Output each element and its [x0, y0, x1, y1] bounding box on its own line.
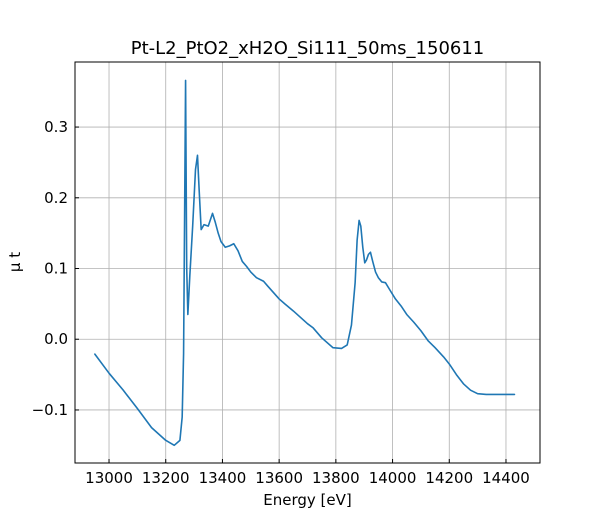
- y-tick-label: 0.3: [44, 118, 68, 136]
- axes-frame: [74, 61, 541, 464]
- x-axis-label: Energy [eV]: [263, 491, 351, 509]
- ticks: 13000 13200 13400 13600 13800 14000 14200 14400…: [32, 118, 530, 487]
- y-tick-label: 0.1: [44, 260, 68, 278]
- x-tick-label: 14200: [425, 469, 473, 487]
- y-tick-label: −0.1: [32, 401, 68, 419]
- grid: [75, 62, 540, 463]
- y-axis-label: μ t: [6, 252, 24, 272]
- x-tick-label: 14000: [369, 469, 417, 487]
- x-tick-label: 13400: [199, 469, 247, 487]
- y-tick-label: 0.0: [44, 330, 68, 348]
- y-tick-label: 0.2: [44, 189, 68, 207]
- x-tick-label: 13200: [142, 469, 190, 487]
- chart-title: Pt-L2_PtO2_xH2O_Si111_50ms_150611: [131, 38, 485, 59]
- series-line: [94, 79, 516, 447]
- x-tick-label: 13600: [255, 469, 303, 487]
- plot-area: [94, 79, 516, 447]
- x-tick-label: 14400: [482, 469, 530, 487]
- x-tick-label: 13000: [85, 469, 133, 487]
- x-tick-label: 13800: [312, 469, 360, 487]
